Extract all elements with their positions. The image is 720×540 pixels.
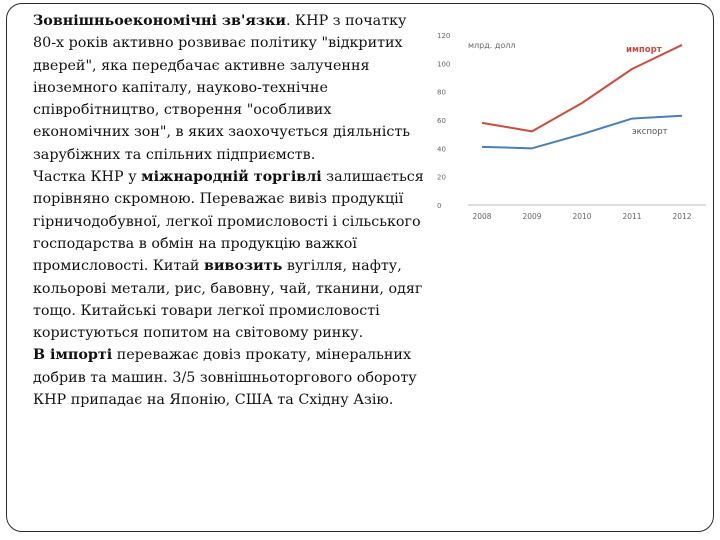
x-tick-label: 2012 xyxy=(672,212,691,221)
slide-frame xyxy=(6,3,714,532)
y-tick-label: 100 xyxy=(437,60,450,68)
body-text: Зовнішньоекономічні зв'язки. КНР з почат… xyxy=(33,10,428,411)
trade-chart: 0 20 40 60 80 100 120 2008 2009 2010 2011 2012 млрд.… xyxy=(424,24,716,232)
term-international-trade: міжнародній торгівлі xyxy=(141,169,322,186)
series-label-import: импорт xyxy=(626,45,662,55)
y-tick-label: 40 xyxy=(437,145,446,153)
y-tick-label: 0 xyxy=(437,202,441,210)
y-tick-label: 80 xyxy=(437,89,446,97)
paragraph-trade: Частка КНР у міжнародній торгівлі залиша… xyxy=(33,169,424,342)
y-tick-label: 60 xyxy=(437,117,446,125)
paragraph-imports: В імпорті переважає довіз прокату, мінер… xyxy=(33,347,417,409)
heading-foreign-relations: Зовнішньоекономічні зв'язки xyxy=(33,13,286,29)
series-label-export: экспорт xyxy=(632,127,668,137)
x-tick-label: 2010 xyxy=(572,212,591,221)
term-exports: вивозить xyxy=(203,258,283,275)
y-axis-label: млрд. долл xyxy=(468,41,516,50)
y-tick-label: 20 xyxy=(437,174,446,182)
x-tick-label: 2009 xyxy=(522,212,541,221)
y-tick-label: 120 xyxy=(437,32,450,40)
trade-chart-svg: 0 20 40 60 80 100 120 2008 2009 2010 2011 2012 млрд.… xyxy=(437,32,706,221)
paragraph-foreign-relations: Зовнішньоекономічні зв'язки. КНР з почат… xyxy=(33,13,411,163)
term-imports: В імпорті xyxy=(33,347,113,364)
x-tick-label: 2011 xyxy=(622,212,641,221)
x-tick-label: 2008 xyxy=(472,212,491,221)
